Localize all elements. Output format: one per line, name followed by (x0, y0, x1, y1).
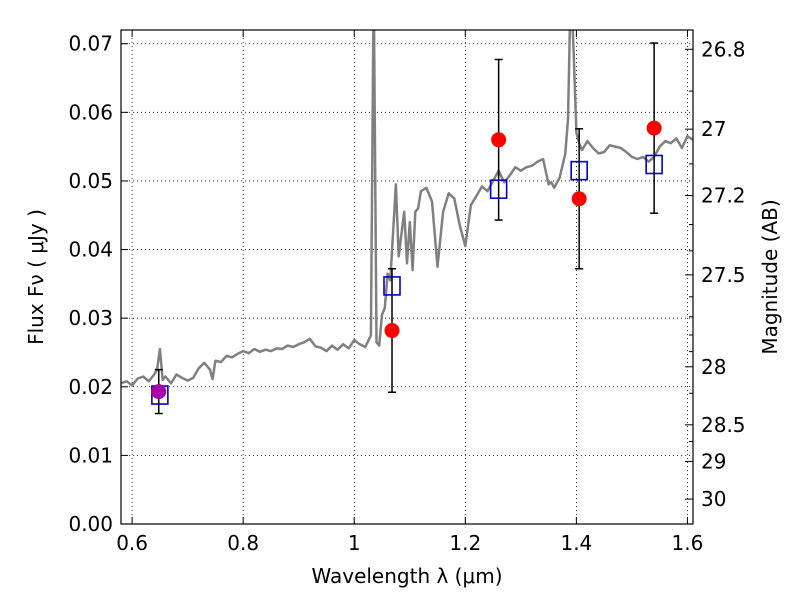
model-photometry-square (645, 154, 663, 175)
y-axis-title: Flux Fν ( μJy ) (24, 209, 48, 345)
y-tick-label: 0.01 (68, 443, 113, 467)
y-tick-label: 0.00 (68, 512, 113, 536)
y-axis-title-right: Magnitude (AB) (758, 199, 782, 354)
magnitude-tick-label: 30 (701, 487, 726, 511)
x-tick-label: 0.8 (227, 531, 259, 555)
model-photometry-square (489, 179, 508, 199)
x-tick-label: 0.6 (116, 531, 148, 555)
x-axis-title: Wavelength λ (μm) (311, 564, 502, 588)
x-tick-label: 1.2 (449, 531, 481, 555)
y-tick-label: 0.02 (68, 375, 113, 399)
observed-flux-point (571, 191, 587, 207)
spectrum-line (121, 30, 693, 387)
y-tick-label: 0.03 (68, 306, 113, 330)
magnitude-tick-label: 28 (701, 355, 726, 379)
x-tick-label: 1.4 (560, 531, 592, 555)
magnitude-tick-labels: 26.8 27 27.2 27.5 28 28.5 29 30 (701, 37, 746, 511)
y-tick-label: 0.06 (68, 100, 113, 124)
model-photometry-square (383, 276, 401, 296)
magnitude-tick-label: 27 (701, 117, 726, 141)
y-tick-labels: 0.00 0.01 0.02 0.03 0.04 0.05 0.06 0.07 (68, 32, 113, 536)
magnitude-tick-label: 26.8 (701, 37, 746, 61)
x-tick-label: 1 (348, 531, 361, 555)
y-tick-label: 0.05 (68, 169, 113, 193)
x-tick-label: 1.6 (672, 531, 704, 555)
y-tick-label: 0.04 (68, 238, 113, 262)
observed-flux-point (491, 132, 507, 148)
spectrum-layer (121, 30, 693, 387)
axis-ticks (121, 30, 693, 525)
model-photometry-square (570, 160, 588, 181)
magnitude-tick-label: 27.5 (701, 263, 746, 287)
plot-frame (120, 29, 694, 525)
observed-point-layer (151, 120, 662, 400)
model-square-layer (151, 154, 663, 405)
magnitude-tick-label: 28.5 (701, 413, 746, 437)
magnitude-tick-label: 29 (701, 449, 726, 473)
magnitude-tick-label: 27.2 (701, 184, 746, 208)
observed-flux-point (646, 120, 662, 136)
observed-flux-point (384, 323, 400, 339)
y-tick-label: 0.07 (68, 32, 113, 56)
observed-flux-point (151, 384, 167, 400)
x-tick-labels: 0.6 0.8 1 1.2 1.4 1.6 (116, 531, 703, 555)
